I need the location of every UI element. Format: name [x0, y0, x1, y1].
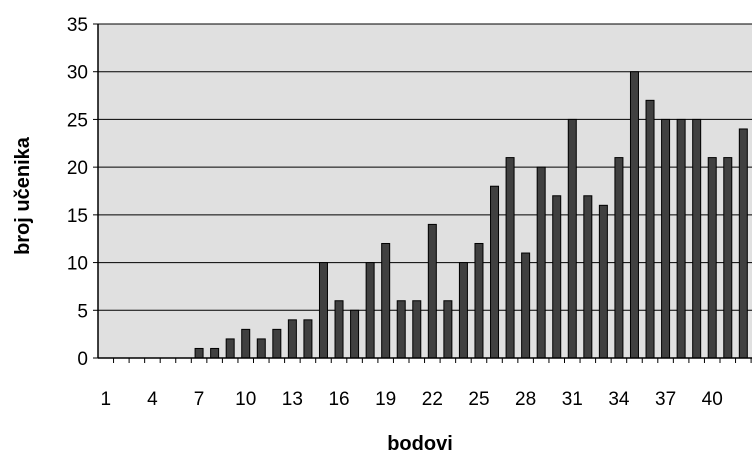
y-tick-label: 20: [67, 158, 88, 179]
bar: [381, 242, 391, 359]
bar: [318, 262, 328, 359]
x-tick-labels: 1 4 7 10 13 16 19 22 25 28 31 34 37 40: [100, 358, 752, 410]
bar: [552, 195, 562, 359]
bar: [350, 309, 360, 359]
bar: [676, 118, 686, 359]
y-axis-title: broj učenika: [12, 136, 34, 255]
bar: [241, 328, 251, 359]
x-tick-label: 10: [235, 389, 256, 410]
bar: [303, 319, 313, 359]
x-tick-label: 19: [375, 389, 396, 410]
bar: [629, 71, 639, 359]
bar: [645, 99, 655, 359]
bar: [365, 262, 375, 359]
bar: [443, 300, 453, 359]
bar: [210, 347, 220, 359]
bar: [287, 319, 297, 359]
x-tick-label: 28: [515, 389, 536, 410]
bar: [412, 300, 422, 359]
bar: [583, 195, 593, 359]
y-tick-label: 0: [77, 349, 88, 370]
x-tick-label: 16: [328, 389, 349, 410]
x-tick-label: 37: [655, 389, 676, 410]
bar: [536, 166, 546, 359]
y-tick-label: 35: [67, 15, 88, 36]
y-tick-label: 5: [77, 301, 88, 322]
bar: [256, 338, 266, 359]
bar: [272, 328, 282, 359]
x-tick-label: 40: [702, 389, 723, 410]
y-tick-label: 25: [67, 110, 88, 131]
y-tick-label: 15: [67, 206, 88, 227]
bar: [474, 242, 484, 359]
bar: [458, 262, 468, 359]
bar: [738, 128, 748, 359]
x-tick-label: 4: [147, 389, 158, 410]
x-tick-label: 7: [194, 389, 205, 410]
bar: [598, 204, 608, 359]
x-tick-label: 31: [562, 389, 583, 410]
bars: [194, 71, 748, 359]
x-tick-label: 1: [100, 389, 111, 410]
x-tick-label: 25: [468, 389, 489, 410]
x-tick-label: 13: [282, 389, 303, 410]
plot-area: [98, 24, 752, 358]
x-tick-label: 22: [422, 389, 443, 410]
bar: [225, 338, 235, 359]
bar: [661, 118, 671, 359]
x-tick-label: 34: [608, 389, 630, 410]
bar: [521, 252, 531, 359]
y-tick-label: 30: [67, 63, 88, 84]
bar: [505, 157, 515, 359]
bar: [723, 157, 733, 359]
bar: [334, 300, 344, 359]
y-tick-labels: 0 5 10 15 20 25 30 35: [67, 15, 98, 370]
bar: [490, 185, 500, 359]
y-tick-label: 10: [67, 254, 88, 275]
bar: [614, 157, 624, 359]
bar: [427, 223, 437, 359]
bar: [194, 347, 204, 359]
bar: [692, 118, 702, 359]
bar: [707, 157, 717, 359]
x-axis-title: bodovi: [387, 433, 453, 455]
bar: [396, 300, 406, 359]
bar: [567, 118, 577, 359]
